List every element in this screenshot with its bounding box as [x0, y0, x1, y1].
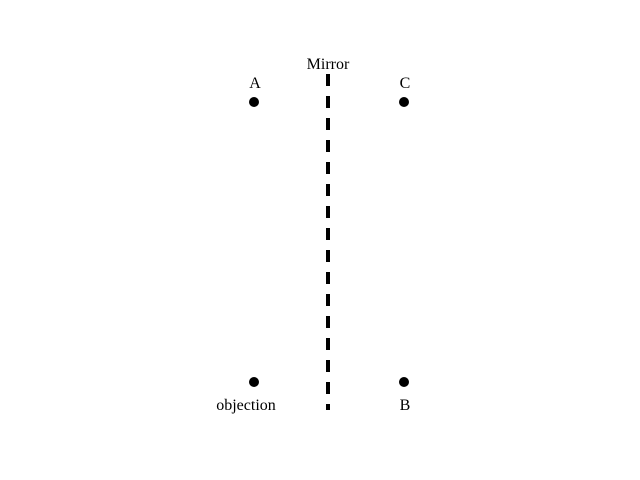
object-point-label: objection [216, 397, 276, 414]
point-b-label: B [400, 397, 411, 414]
point-a-label: A [249, 75, 261, 92]
point-c-dot [399, 97, 409, 107]
mirror-label: Mirror [307, 56, 350, 73]
object-point-dot [249, 377, 259, 387]
point-b-dot [399, 377, 409, 387]
point-c-label: C [400, 75, 411, 92]
point-a-dot [249, 97, 259, 107]
